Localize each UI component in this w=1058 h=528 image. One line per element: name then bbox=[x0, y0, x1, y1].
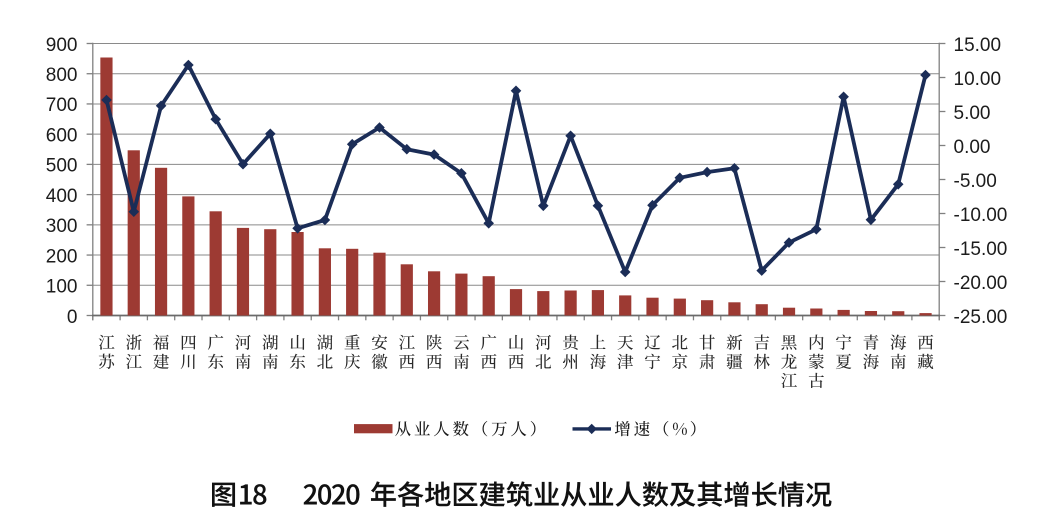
svg-text:-15.00: -15.00 bbox=[954, 239, 1008, 260]
svg-text:100: 100 bbox=[46, 277, 78, 298]
svg-text:500: 500 bbox=[46, 156, 78, 177]
svg-text:700: 700 bbox=[46, 95, 78, 116]
svg-text:5.00: 5.00 bbox=[954, 103, 991, 124]
svg-text:15.00: 15.00 bbox=[954, 35, 1002, 56]
svg-text:-10.00: -10.00 bbox=[954, 205, 1008, 226]
svg-text:-25.00: -25.00 bbox=[954, 307, 1008, 328]
svg-text:10.00: 10.00 bbox=[954, 69, 1002, 90]
svg-text:-5.00: -5.00 bbox=[954, 171, 997, 192]
svg-text:800: 800 bbox=[46, 65, 78, 86]
svg-text:300: 300 bbox=[46, 216, 78, 237]
svg-text:600: 600 bbox=[46, 126, 78, 147]
svg-text:200: 200 bbox=[46, 246, 78, 267]
svg-text:0.00: 0.00 bbox=[954, 137, 991, 158]
svg-text:0: 0 bbox=[67, 307, 78, 328]
svg-text:-20.00: -20.00 bbox=[954, 273, 1008, 294]
svg-text:400: 400 bbox=[46, 186, 78, 207]
svg-text:900: 900 bbox=[46, 35, 78, 56]
